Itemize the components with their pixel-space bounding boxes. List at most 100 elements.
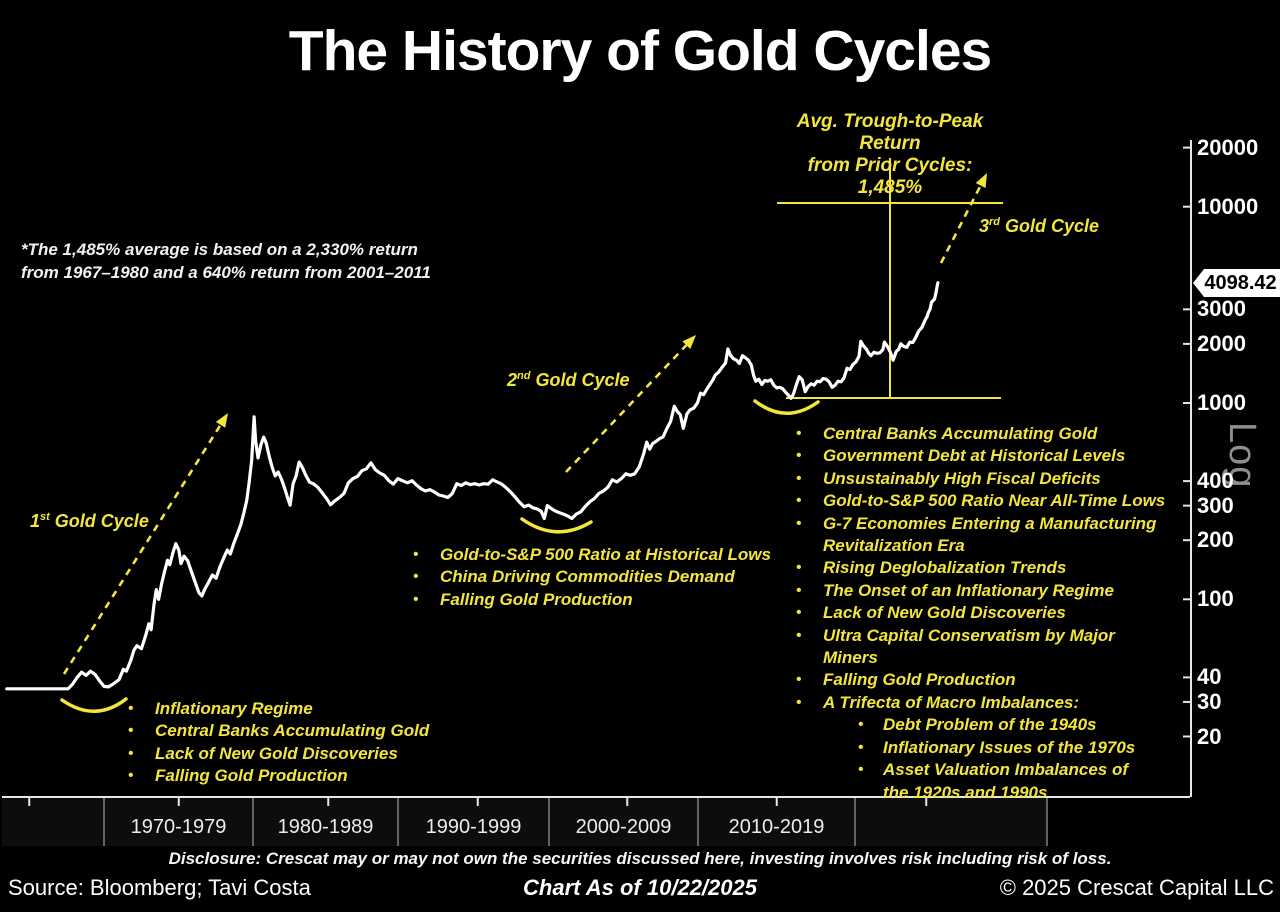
first-gold-cycle-label: 1st Gold Cycle	[30, 511, 149, 532]
list-item: • Ultra Capital Conservatism by Major Min…	[796, 625, 1168, 670]
current-price-callout: 4098.42	[1193, 269, 1280, 297]
bullet-icon: •	[413, 546, 419, 563]
list-item: • Unsustainably High Fiscal Deficits	[796, 468, 1168, 490]
footnote-line-2: from 1967–1980 and a 640% return from 20…	[21, 263, 431, 282]
sub-list-item: • Inflationary Issues of the 1970s	[858, 737, 1168, 759]
decade-label-1990-1999: 1990-1999	[425, 816, 522, 838]
list-item: • The Onset of an Inflationary Regime	[796, 580, 1168, 602]
bullet-icon: •	[128, 767, 134, 785]
cycle-arrowhead-1	[215, 413, 228, 428]
list-item: • Lack of New Gold Discoveries	[796, 602, 1168, 624]
y-axis-label-200: 200	[1197, 527, 1234, 553]
bullet-icon: •	[858, 738, 864, 756]
list-item: • Falling Gold Production	[128, 765, 438, 787]
avg-return-line-2: from Prior Cycles: 1,485%	[807, 155, 973, 198]
list-item-text: Gold-to-S&P 500 Ratio Near All-Time Lows	[823, 491, 1166, 511]
bullet-icon: •	[796, 581, 802, 599]
list-item-text: Lack of New Gold Discoveries	[155, 743, 398, 763]
list-item-text: Central Banks Accumulating Gold	[155, 721, 430, 741]
y-axis-label-300: 300	[1197, 492, 1234, 518]
decade-label-2000-2009: 2000-2009	[575, 816, 672, 838]
page-title: The History of Gold Cycles	[288, 19, 992, 83]
chart-as-of-date: Chart As of 10/22/2025	[523, 875, 757, 900]
x-axis-band	[2, 798, 1047, 846]
first-cycle-drivers-list: • Inflationary Regime • Central Banks Accum…	[128, 698, 438, 788]
bullet-icon: •	[413, 590, 419, 608]
avg-trough-to-peak-annotation: Avg. Trough-to-Peak Return from Prior Cy…	[777, 111, 1003, 204]
bullet-icon: •	[796, 425, 802, 442]
list-item: • Lack of New Gold Discoveries	[128, 743, 438, 765]
cycle3-number: 3	[979, 216, 990, 236]
list-item: • Government Debt at Historical Levels	[796, 445, 1168, 467]
y-axis-label-40: 40	[1197, 664, 1222, 690]
cycle-arrow-shaft-2	[565, 344, 688, 473]
list-item: • Gold-to-S&P 500 Ratio at Historical Low…	[413, 544, 783, 566]
third-cycle-drivers-list: • Central Banks Accumulating Gold • Governm…	[796, 423, 1168, 804]
list-item: • Gold-to-S&P 500 Ratio Near All-Time Low…	[796, 490, 1168, 512]
cycle2-text: Gold Cycle	[530, 370, 630, 390]
cycle3-ordinal: rd	[989, 216, 1001, 228]
trough-arc-2	[520, 517, 593, 534]
disclosure-text: Disclosure: Crescat may or may not own t…	[168, 849, 1112, 868]
list-item-text: Ultra Capital Conservatism by Major Mine…	[823, 625, 1115, 668]
bullet-icon: •	[128, 700, 134, 717]
gold-price-line	[5, 281, 940, 691]
list-item-text: Falling Gold Production	[823, 670, 1016, 690]
list-item-text: A Trifecta of Macro Imbalances:	[823, 692, 1080, 712]
y-axis-label-2000: 2000	[1197, 330, 1246, 356]
list-item: • Central Banks Accumulating Gold	[796, 423, 1168, 445]
second-gold-cycle-label: 2nd Gold Cycle	[507, 370, 630, 391]
y-axis-label-20: 20	[1197, 723, 1222, 749]
bullet-icon: •	[858, 716, 864, 734]
sub-list-item: • Asset Valuation Imbalances of the 1920s…	[858, 759, 1168, 804]
list-item: • A Trifecta of Macro Imbalances:	[796, 692, 1168, 714]
bullet-icon: •	[796, 559, 802, 577]
cycle-arrow-shaft-1	[62, 424, 222, 675]
bullet-icon: •	[796, 469, 802, 487]
cycle-arrowhead-2	[682, 335, 696, 349]
bullet-icon: •	[796, 514, 802, 532]
list-item-text: Falling Gold Production	[155, 766, 348, 786]
bullet-icon: •	[796, 447, 802, 465]
cycle1-number: 1	[30, 511, 41, 531]
list-item-text: Unsustainably High Fiscal Deficits	[823, 468, 1101, 488]
bullet-icon: •	[413, 568, 419, 586]
list-item: • Inflationary Regime	[128, 698, 438, 720]
list-item: • Falling Gold Production	[796, 669, 1168, 691]
list-item: • G-7 Economies Entering a Manufacturing …	[796, 513, 1168, 558]
trough-arc-3	[753, 399, 820, 415]
bullet-icon: •	[796, 492, 802, 510]
list-item: • Falling Gold Production	[413, 589, 783, 611]
list-item-text: Falling Gold Production	[440, 589, 633, 609]
list-item-text: Gold-to-S&P 500 Ratio at Historical Lows	[440, 545, 771, 564]
decade-label-2010-2019: 2010-2019	[728, 816, 825, 838]
y-axis-label-20000: 20000	[1197, 134, 1259, 160]
cycle-arrow-shaft-3	[939, 184, 982, 264]
bullet-icon: •	[796, 626, 802, 644]
list-item-text: The Onset of an Inflationary Regime	[823, 580, 1114, 600]
copyright-notice: © 2025 Crescat Capital LLC	[999, 875, 1274, 900]
sub-list-item-text: Debt Problem of the 1940s	[883, 715, 1097, 735]
sub-list: • Debt Problem of the 1940s • Inflationary …	[796, 714, 1168, 804]
bullet-icon: •	[128, 722, 134, 740]
decade-label-1970-1979: 1970-1979	[130, 816, 227, 838]
list-item-text: Rising Deglobalization Trends	[823, 558, 1067, 578]
avg-return-line-1: Avg. Trough-to-Peak Return	[796, 111, 984, 154]
cycle2-number: 2	[507, 370, 518, 390]
list-item: • Central Banks Accumulating Gold	[128, 720, 438, 742]
source-attribution: Source: Bloomberg; Tavi Costa	[8, 875, 311, 900]
y-axis-label-400: 400	[1197, 468, 1234, 494]
bullet-icon: •	[858, 761, 864, 779]
sub-list-item-text: Asset Valuation Imbalances of the 1920s …	[883, 760, 1128, 802]
list-item-text: Government Debt at Historical Levels	[823, 446, 1126, 466]
bullet-icon: •	[796, 604, 802, 622]
cycle1-text: Gold Cycle	[49, 511, 149, 531]
cycle2-ordinal: nd	[517, 370, 531, 382]
list-item-text: G-7 Economies Entering a Manufacturing R…	[823, 513, 1157, 556]
footnote-average-explanation: *The 1,485% average is based on a 2,330%…	[21, 238, 451, 284]
list-item-text: Inflationary Regime	[155, 699, 313, 718]
second-cycle-drivers-list: • Gold-to-S&P 500 Ratio at Historical Low…	[413, 544, 783, 611]
list-item-text: Lack of New Gold Discoveries	[823, 603, 1066, 623]
